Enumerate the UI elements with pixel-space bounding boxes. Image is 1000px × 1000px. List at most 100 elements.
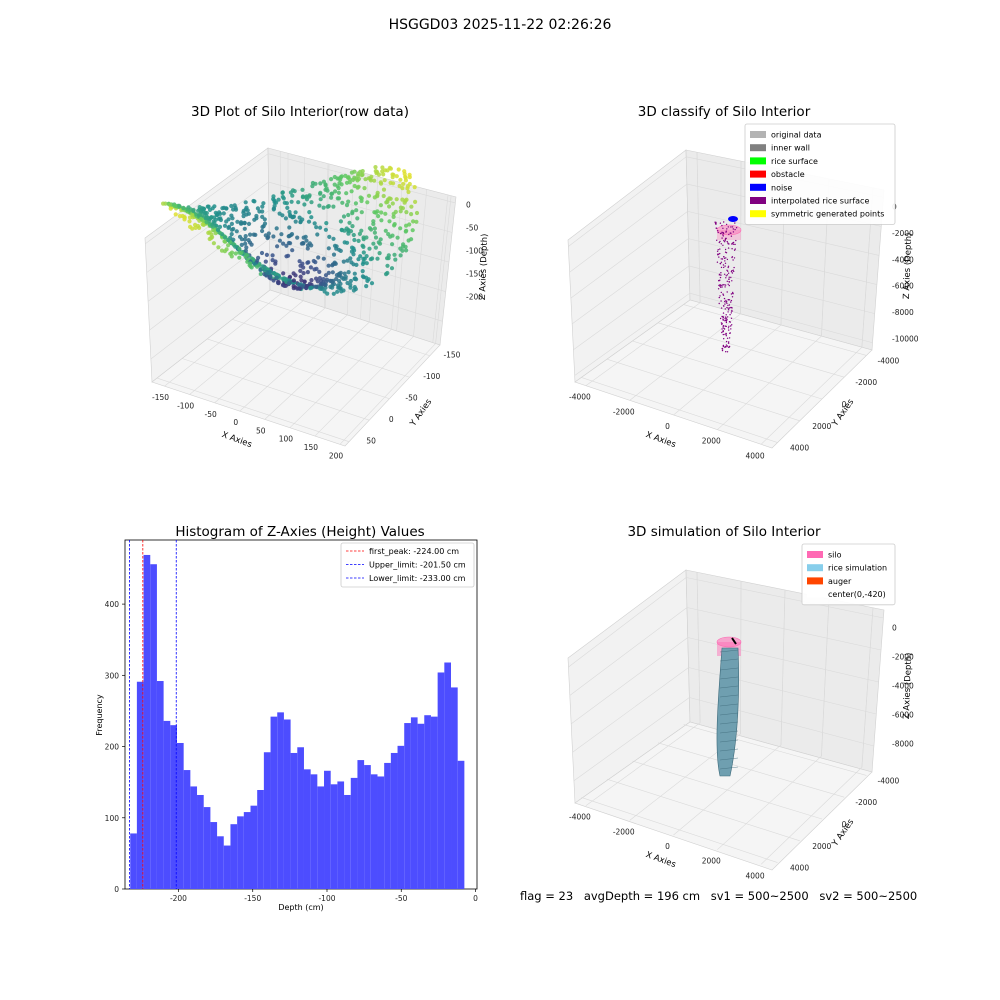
- panel3-x-label: Depth (cm): [278, 903, 323, 912]
- histogram-bar: [444, 662, 451, 889]
- interpolated-point: [718, 241, 720, 244]
- histogram-bar: [357, 760, 365, 889]
- p2-x-tick: -2000: [613, 407, 635, 416]
- histogram-bar: [404, 723, 411, 889]
- p4-y-tick: -2000: [855, 798, 877, 807]
- interpolated-point: [723, 284, 725, 286]
- interpolated-point: [732, 293, 734, 295]
- interpolated-point: [730, 325, 732, 327]
- histogram-bar: [324, 770, 331, 889]
- rice-simulation-surface: [716, 647, 740, 777]
- histogram-bar: [243, 812, 251, 889]
- interpolated-point: [724, 300, 726, 303]
- panel1-x-tick: 150: [304, 443, 319, 452]
- interpolated-point: [717, 288, 720, 290]
- interpolated-point: [725, 301, 727, 303]
- p2-z-tick: -4000: [892, 255, 914, 264]
- histogram-bar: [290, 752, 298, 889]
- interpolated-point: [728, 278, 730, 280]
- interpolated-point: [727, 309, 730, 311]
- interpolated-point: [734, 222, 736, 224]
- p3-legend-label: Lower_limit: -233.00 cm: [369, 574, 466, 583]
- interpolated-point: [727, 299, 730, 301]
- interpolated-point: [718, 302, 720, 305]
- interpolated-point: [722, 330, 725, 332]
- interpolated-point: [724, 251, 727, 253]
- auger-marker: [731, 637, 737, 645]
- interpolated-point: [726, 319, 728, 321]
- interpolated-point: [734, 228, 736, 231]
- panel2-3d-classify: -4000-2000020004000-4000-20000200040000-…: [567, 123, 919, 460]
- interpolated-point: [724, 241, 726, 243]
- panel1-ticks: -150 -100 -50 0 50 100 150 200 -150 -100 -50 0 50 0 -5…: [152, 201, 483, 461]
- interpolated-point: [731, 248, 733, 250]
- p3-y-tick: 0: [114, 885, 119, 894]
- interpolated-point: [726, 274, 729, 276]
- panel1-x-tick: -150: [152, 393, 169, 402]
- p2-legend-swatch: [750, 197, 766, 204]
- interpolated-point: [724, 320, 726, 322]
- interpolated-point: [720, 258, 722, 260]
- p2-legend-label: obstacle: [771, 170, 805, 179]
- interpolated-point: [722, 244, 724, 246]
- interpolated-point: [719, 232, 722, 235]
- interpolated-point: [722, 316, 724, 319]
- histogram-bar: [437, 672, 445, 889]
- interpolated-point: [724, 316, 727, 318]
- interpolated-point: [720, 307, 723, 309]
- panel3-bars: [130, 554, 465, 889]
- interpolated-point: [726, 240, 728, 243]
- interpolated-point: [734, 248, 736, 250]
- interpolated-point: [719, 276, 722, 279]
- p4-z-tick: 0: [892, 623, 897, 632]
- p4-legend-swatch: [807, 577, 823, 585]
- interpolated-point: [722, 319, 724, 321]
- p3-y-tick: 200: [105, 743, 120, 752]
- p3-legend-box: [340, 542, 475, 588]
- p2-y-tick: 4000: [790, 444, 809, 453]
- p4-y-tick: 4000: [790, 864, 809, 873]
- interpolated-point: [720, 243, 722, 245]
- mesh-line: [719, 649, 739, 653]
- histogram-bar: [457, 760, 465, 889]
- p4-legend-label: rice simulation: [828, 564, 887, 573]
- interpolated-point: [720, 274, 722, 276]
- interpolated-point: [720, 272, 722, 274]
- panel2-x-label: X Axies: [644, 430, 677, 450]
- interpolated-point: [723, 297, 726, 300]
- interpolated-point: [725, 317, 728, 319]
- interpolated-point: [725, 335, 727, 337]
- histogram-bar: [223, 845, 231, 889]
- p4-legend-label: auger: [828, 577, 852, 586]
- interpolated-point: [731, 310, 733, 313]
- interpolated-point: [728, 325, 730, 327]
- panel4-3d-simulation: -4000 -2000 0 2000 4000 -4000 -2000 0 2000 4000 0 -…: [567, 543, 914, 880]
- interpolated-point: [730, 317, 733, 319]
- interpolated-point: [725, 321, 728, 324]
- interpolated-point: [733, 249, 736, 251]
- interpolated-point: [716, 250, 719, 252]
- interpolated-point: [726, 345, 729, 347]
- interpolated-point: [721, 258, 724, 260]
- interpolated-point: [725, 230, 727, 232]
- interpolated-point: [731, 243, 733, 245]
- p4-x-tick: 2000: [702, 857, 721, 866]
- p2-x-tick: 2000: [702, 437, 721, 446]
- p4-x-tick: 4000: [746, 871, 765, 880]
- panel1-x-tick: 100: [279, 435, 294, 444]
- p3-legend-label: first_peak: -224.00 cm: [369, 547, 459, 556]
- p4-x-tick: 0: [665, 842, 670, 851]
- interpolated-point: [721, 328, 723, 330]
- p3-legend-label: Upper_limit: -201.50 cm: [369, 561, 466, 570]
- histogram-bar: [451, 687, 458, 889]
- interpolated-point: [722, 235, 724, 237]
- panel1-x-tick: 0: [233, 418, 238, 427]
- interpolated-point: [722, 333, 724, 336]
- p4-z-tick: -8000: [892, 739, 914, 748]
- interpolated-point: [733, 270, 735, 273]
- p2-legend-label: symmetric generated points: [771, 210, 884, 219]
- panel1-z-label: Z Axies (Depth): [478, 233, 490, 300]
- panel4-data: [716, 636, 742, 777]
- p2-legend-label: interpolated rice surface: [771, 197, 869, 206]
- p4-legend-swatch: [807, 564, 823, 572]
